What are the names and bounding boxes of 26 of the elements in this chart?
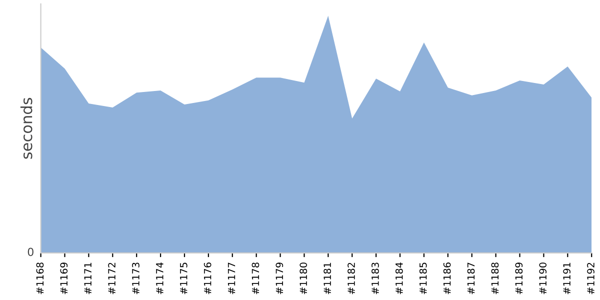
x-tick-label: #1168 (36, 262, 44, 294)
y-axis-title: seconds (20, 98, 32, 159)
x-tick-label: #1173 (132, 262, 140, 294)
x-tick-label: #1180 (300, 262, 308, 294)
x-tick-label: #1192 (587, 262, 594, 294)
x-tick-label: #1191 (563, 262, 570, 294)
x-tick-label: #1187 (467, 262, 475, 294)
x-tick-label: #1179 (276, 262, 284, 294)
x-tick-label: #1181 (324, 262, 331, 294)
x-tick-label: #1172 (108, 262, 116, 294)
x-tick-label: #1174 (156, 262, 164, 294)
x-tick-label: #1182 (348, 262, 355, 294)
x-tick-label: #1188 (491, 262, 499, 294)
text: 0 (28, 248, 34, 256)
x-tick-label: #1169 (60, 262, 68, 294)
x-tick-label: #1184 (395, 262, 403, 294)
x-tick-label: #1175 (180, 262, 188, 294)
x-tick-label: #1183 (372, 262, 379, 294)
x-tick-label: #1190 (539, 262, 547, 294)
x-tick-label: #1185 (419, 262, 427, 294)
x-tick-label: #1176 (204, 262, 212, 294)
x-tick-label: #1186 (443, 262, 451, 294)
x-tick-label: #1178 (252, 262, 260, 294)
x-tick-label: #1177 (228, 262, 236, 294)
x-tick-label: #1189 (515, 262, 523, 294)
x-tick-label: #1171 (84, 262, 92, 294)
